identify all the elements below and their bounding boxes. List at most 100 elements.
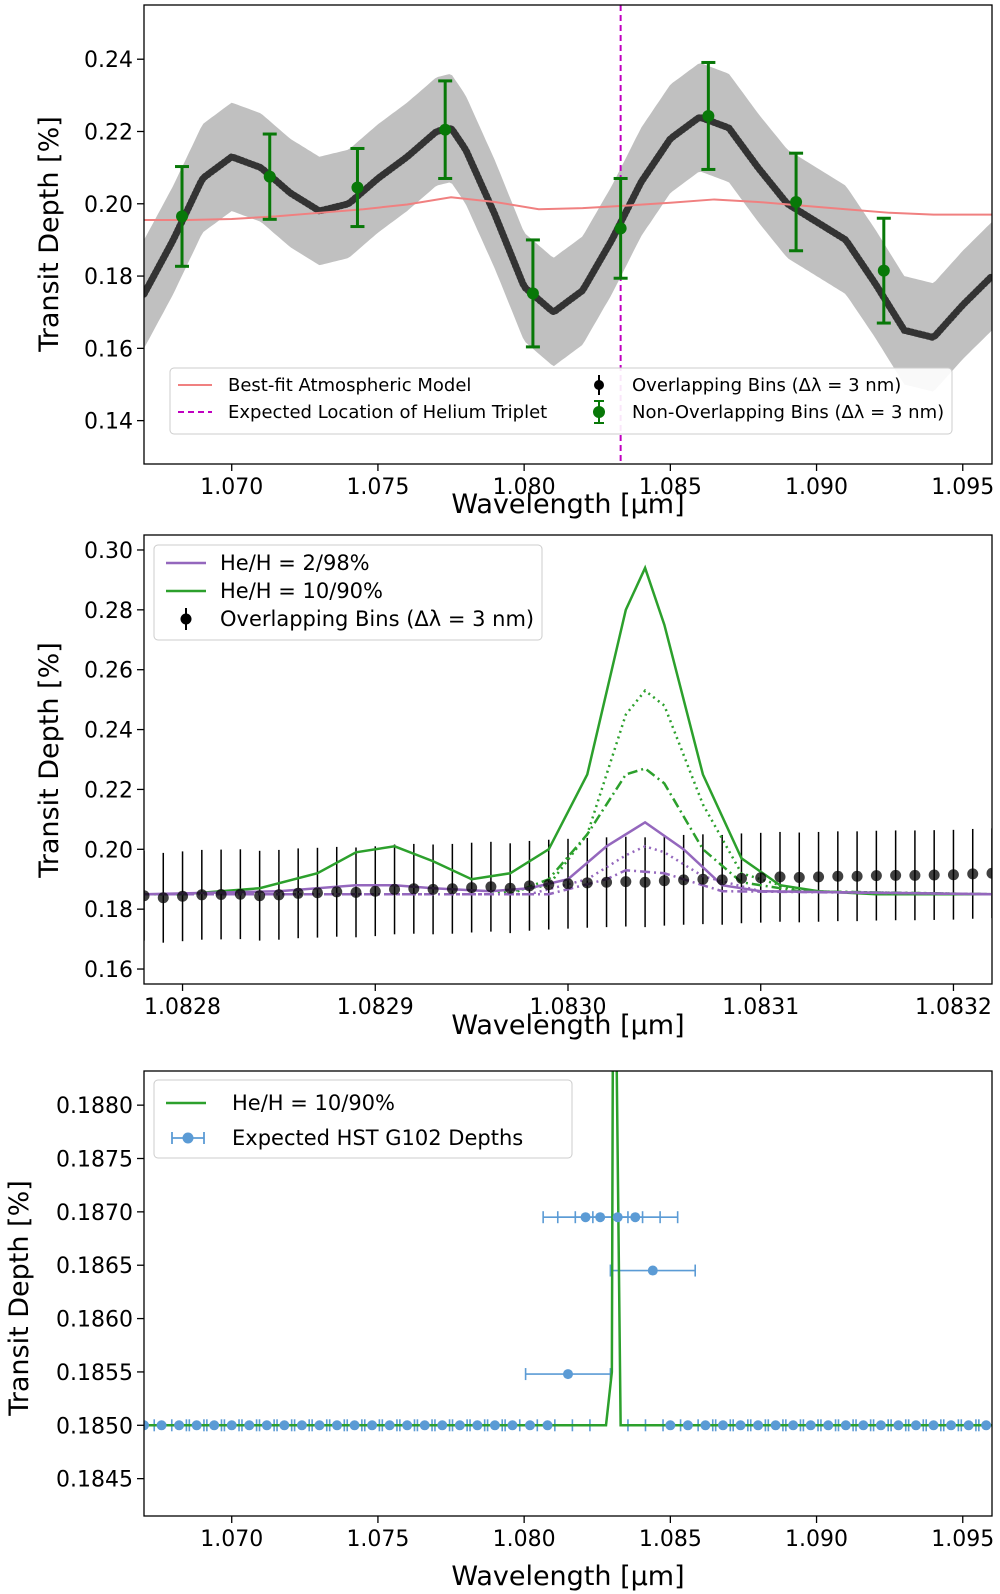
nonoverlap-point <box>877 264 890 277</box>
panel-middle-ylabel: Transit Depth [%] <box>34 642 65 879</box>
overlap-point <box>350 886 362 898</box>
hst-point <box>402 1420 413 1431</box>
hst-point <box>647 1265 658 1276</box>
hst-point <box>209 1420 220 1431</box>
x-tick-label: 1.075 <box>346 475 409 500</box>
hst-point <box>910 1420 921 1431</box>
hst-point <box>612 1212 623 1223</box>
nonoverlap-point <box>790 195 803 208</box>
panel-middle: 1.0828 1.0829 1.0830 1.0831 1.0832 0.16 0.18 0.… <box>34 534 993 1041</box>
x-tick-label: 1.090 <box>785 475 848 500</box>
y-tick-label: 0.1855 <box>56 1361 133 1386</box>
overlap-point <box>947 869 959 881</box>
hst-point <box>156 1420 167 1431</box>
hst-point <box>858 1420 869 1431</box>
y-tick-label: 0.1860 <box>56 1308 133 1333</box>
overlap-point <box>215 888 227 900</box>
overlap-point <box>273 889 285 901</box>
nonoverlap-point <box>439 123 452 136</box>
hst-point <box>454 1420 465 1431</box>
overlap-point <box>967 868 979 880</box>
panel-bottom-frame <box>143 1070 993 1517</box>
overlap-point <box>389 883 401 895</box>
overlap-point <box>793 871 805 883</box>
hst-point <box>665 1420 676 1431</box>
overlap-point <box>157 892 169 904</box>
panel-top-frame <box>143 4 993 465</box>
hst-point <box>191 1420 202 1431</box>
panel-middle-plot-area <box>144 564 992 943</box>
panel-middle-ticks: 1.0828 1.0829 1.0830 1.0831 1.0832 0.16 0.18 0.… <box>84 539 992 1020</box>
hst-point <box>144 1420 149 1431</box>
y-tick-label: 0.24 <box>84 719 133 744</box>
overlap-point <box>639 876 651 888</box>
overlap-point <box>851 870 863 882</box>
panel-top-xlabel: Wavelength [μm] <box>451 489 684 520</box>
overlap-point <box>909 869 921 881</box>
legend-overlap-marker <box>594 380 604 390</box>
overlap-point <box>890 869 902 881</box>
nonoverlap-point <box>176 210 189 223</box>
x-tick-label: 1.095 <box>931 1527 994 1552</box>
hst-point <box>261 1420 272 1431</box>
he10-model-line <box>144 1071 992 1427</box>
overlap-point <box>928 869 940 881</box>
y-tick-label: 0.20 <box>84 193 133 218</box>
nonoverlap-point <box>351 181 364 194</box>
panel-top-ylabel: Transit Depth [%] <box>34 116 65 353</box>
hst-point <box>840 1420 851 1431</box>
hst-point <box>331 1420 342 1431</box>
nonoverlap-point <box>702 109 715 122</box>
hst-point <box>682 1420 693 1431</box>
x-tick-label: 1.0832 <box>915 995 992 1020</box>
panel-middle-legend: He/H = 2/98% He/H = 10/90% Overlapping B… <box>153 544 543 641</box>
overlap-point <box>427 883 439 895</box>
x-tick-label: 1.075 <box>346 1527 409 1552</box>
y-tick-label: 0.26 <box>84 659 133 684</box>
overlap-point <box>408 883 420 895</box>
hst-point <box>735 1420 746 1431</box>
legend-nonoverlap-label: Non-Overlapping Bins (Δλ = 3 nm) <box>632 402 944 423</box>
legend-helium-label: Expected Location of Helium Triplet <box>228 402 547 423</box>
overlap-point <box>678 874 690 886</box>
overlap-point <box>234 888 246 900</box>
model-line-dashdot <box>144 868 992 896</box>
hst-point <box>244 1420 255 1431</box>
y-tick-label: 0.1865 <box>56 1254 133 1279</box>
y-tick-label: 0.1870 <box>56 1201 133 1226</box>
legend-model-label: Best-fit Atmospheric Model <box>228 375 471 396</box>
y-tick-label: 0.1850 <box>56 1414 133 1439</box>
overlap-point <box>446 883 458 895</box>
hst-point <box>946 1420 957 1431</box>
legend-he10b-label: He/H = 10/90% <box>232 1091 395 1115</box>
overlap-point <box>813 871 825 883</box>
y-tick-label: 0.18 <box>84 265 133 290</box>
panel-bottom-legend: He/H = 10/90% Expected HST G102 Depths <box>153 1079 573 1159</box>
hst-point <box>296 1420 307 1431</box>
legend-he10-label: He/H = 10/90% <box>220 579 383 603</box>
overlap-point <box>369 885 381 897</box>
overlap-point <box>716 874 728 886</box>
legend-overlap2-marker <box>180 613 192 625</box>
panel-top-legend-box <box>169 367 953 435</box>
overlap-point <box>331 886 343 898</box>
hst-point <box>753 1420 764 1431</box>
hst-point <box>981 1420 992 1431</box>
hst-point <box>384 1420 395 1431</box>
x-tick-label: 1.080 <box>493 475 556 500</box>
overlap-point <box>620 876 632 888</box>
overlap-point <box>177 890 189 902</box>
hst-point <box>823 1420 834 1431</box>
hst-point <box>174 1420 185 1431</box>
x-tick-label: 1.0830 <box>530 995 607 1020</box>
x-tick-label: 1.085 <box>639 475 702 500</box>
overlap-point <box>485 881 497 893</box>
x-tick-label: 1.070 <box>200 1527 263 1552</box>
y-tick-label: 0.1845 <box>56 1468 133 1493</box>
x-tick-label: 1.095 <box>931 475 994 500</box>
hst-point <box>563 1369 573 1380</box>
overlap-point <box>466 882 478 894</box>
hst-point <box>788 1420 799 1431</box>
panel-bottom-ylabel: Transit Depth [%] <box>4 1180 35 1417</box>
